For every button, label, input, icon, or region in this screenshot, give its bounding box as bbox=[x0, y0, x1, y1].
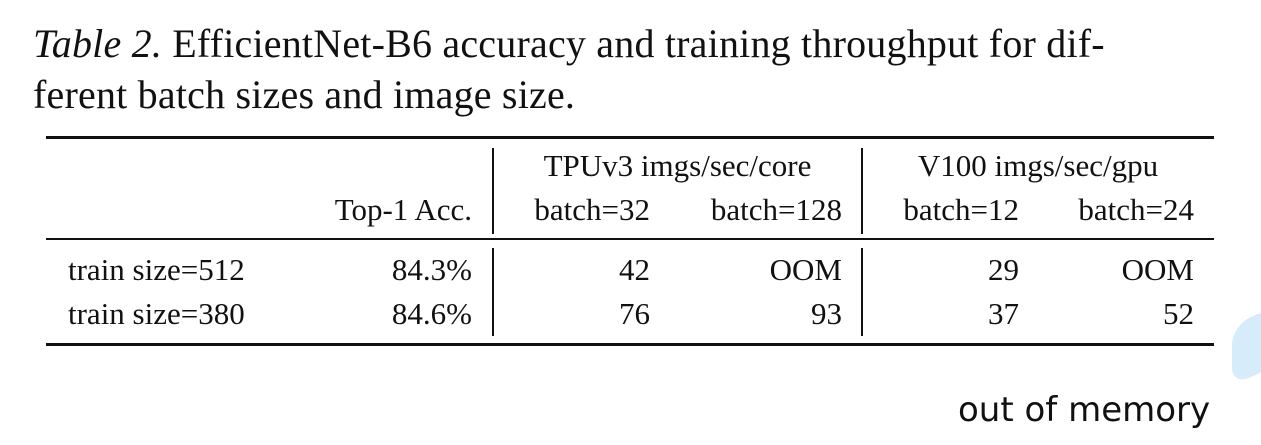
table-cell-v100-batch12: 37 bbox=[988, 296, 1019, 331]
header-divider-1 bbox=[492, 148, 494, 234]
column-header-v100-batch24: batch=24 bbox=[1078, 192, 1194, 227]
group-header-v100: V100 imgs/sec/gpu bbox=[917, 148, 1159, 183]
body-divider-1 bbox=[492, 248, 494, 336]
table-top-rule bbox=[46, 136, 1214, 139]
table-cell-tpu-batch32: 76 bbox=[619, 296, 650, 331]
body-divider-2 bbox=[861, 248, 863, 336]
caption-line-2: ferent batch sizes and image size. bbox=[33, 72, 576, 117]
caption-label: Table 2. bbox=[33, 21, 163, 66]
table-cell-v100-batch12: 29 bbox=[988, 252, 1019, 287]
table-cell-top1: 84.3% bbox=[391, 252, 472, 287]
decorative-shape bbox=[1232, 310, 1261, 386]
table-caption: Table 2. EfficientNet-B6 accuracy and tr… bbox=[33, 18, 1233, 120]
table-mid-rule bbox=[46, 238, 1214, 240]
column-header-v100-batch12: batch=12 bbox=[903, 192, 1019, 227]
column-header-top1: Top-1 Acc. bbox=[334, 192, 472, 227]
caption-line-1: Table 2. EfficientNet-B6 accuracy and tr… bbox=[33, 18, 1233, 69]
column-header-tpu-batch128: batch=128 bbox=[710, 192, 842, 227]
row-label: train size=512 bbox=[68, 252, 245, 287]
table-cell-top1: 84.6% bbox=[391, 296, 472, 331]
caption-text-1: EfficientNet-B6 accuracy and training th… bbox=[172, 21, 1105, 66]
oom-annotation: out of memory bbox=[958, 390, 1211, 430]
header-divider-2 bbox=[861, 148, 863, 234]
table-cell-tpu-batch128: 93 bbox=[811, 296, 842, 331]
table-cell-tpu-batch128: OOM bbox=[769, 252, 842, 287]
table-bottom-rule bbox=[46, 343, 1214, 346]
group-header-tpu: TPUv3 imgs/sec/core bbox=[543, 148, 812, 183]
table-cell-v100-batch24: 52 bbox=[1163, 296, 1194, 331]
column-header-tpu-batch32: batch=32 bbox=[534, 192, 650, 227]
row-label: train size=380 bbox=[68, 296, 245, 331]
table-cell-v100-batch24: OOM bbox=[1121, 252, 1194, 287]
table-cell-tpu-batch32: 42 bbox=[619, 252, 650, 287]
